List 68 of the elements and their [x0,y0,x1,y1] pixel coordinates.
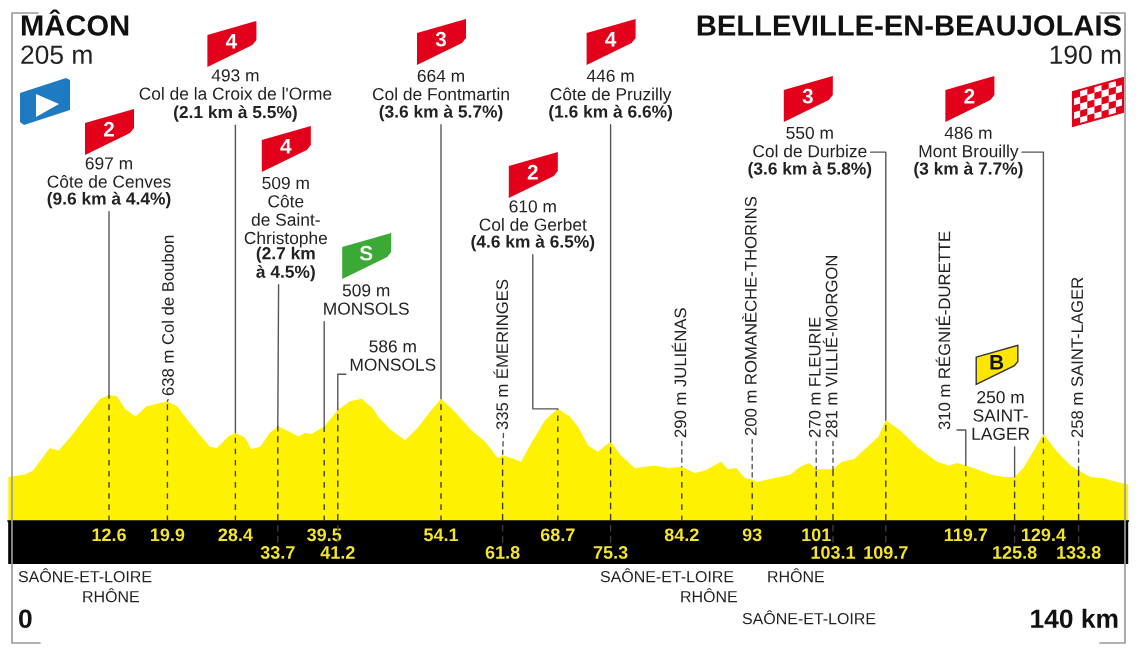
annotation: (4.6 km à 6.5%) [471,234,595,252]
annotation: 41.2 [320,546,355,559]
text: 4 [280,139,292,154]
x-tick-label: 93 [742,528,762,542]
text: (3 km à 7.7%) [914,161,1023,179]
text: 2 [964,88,975,104]
x-tick-label: 12.6 [92,528,126,542]
text: 3 [802,88,813,104]
annotation: 290 m JULIÉNAS [671,308,687,438]
text: 2 [527,164,538,180]
text: RHÔNE [768,568,824,583]
annotation: 200 m ROMANÈCHE-THORINS [742,196,757,436]
annotation: (2.7 km à 4.5%) [256,246,315,282]
annotation: 258 m SAINT-LAGER [1071,277,1084,438]
annotation: 125.8 [993,546,1037,559]
x-tick-label: 28.4 [218,528,253,542]
text: 140 km [1031,608,1118,629]
annotation: 509 m MONSOLS [324,284,409,315]
x-tick-label: 54.1 [423,528,459,542]
annotation: 33.7 [260,546,295,559]
x-tick-label: 101 [802,528,831,542]
x-tick-label: 119.7 [944,528,988,542]
annotation: 335 m ÉMERINGES [493,279,509,430]
annotation: 550 m Col de Durbize [753,126,867,158]
annotation: 486 m Mont Brouilly [919,126,1019,161]
annotation: 103.1 [811,546,856,559]
annotation: 109.7 [864,546,908,559]
text: S [359,245,373,261]
annotation: 310 m RÉGNIÉ-DURETTE [935,231,951,430]
text: 446 m Côte de Pruzilly [550,69,672,104]
text: 664 m Col de Fontmartin [372,69,509,101]
text: SAÔNE-ET-LOIRE [600,568,734,583]
text: RHÔNE [83,588,139,603]
annotation: 270 m FLEURIE [808,317,821,438]
x-tick-label: 19.9 [150,528,185,542]
annotation: 133.8 [1057,546,1101,559]
annotation: 638 m Col de Boubon [161,235,174,396]
x-tick-label: 129.4 [1021,528,1066,542]
annotation: (1.6 km à 6.6%) [549,104,672,122]
text: 697 m Côte de Cenves [47,157,171,188]
text: SAÔNE-ET-LOIRE [18,568,152,583]
annotation: 75.3 [593,546,628,559]
text: 493 m Col de la Croix de l'Orme [139,69,332,100]
x-tick-label: 68.7 [540,528,575,542]
text: RHÔNE [681,588,737,603]
annotation: (9.6 km à 4.4%) [47,191,171,209]
text: 509 m Côte de Saint- Christophe [244,176,328,248]
text: SAÔNE-ET-LOIRE [742,610,876,625]
text: B [990,355,1004,370]
text: 4 [225,34,238,49]
annotation: (3.6 km à 5.7%) [379,104,503,122]
text: 0 [19,609,32,629]
text: 190 m [1050,45,1121,65]
text: BELLEVILLE-EN-BEAUJOLAIS [697,15,1121,36]
annotation: (2.1 km à 5.5%) [174,105,297,122]
text: (3.6 km à 5.8%) [748,161,872,179]
text: 205 m [21,45,92,65]
text: 4 [605,32,617,47]
annotation: 281 m VILLIÉ-MORGON [822,255,838,438]
text: MÂCON [21,9,129,36]
text: 2 [103,121,114,137]
annotation: 61.8 [485,546,520,559]
annotation: 586 m MONSOLS [350,340,436,371]
annotation: 250 m SAINT- LAGER [972,391,1030,440]
x-tick-label: 39.5 [307,528,342,542]
x-tick-label: 84.2 [664,528,699,542]
text: 610 m Col de Gerbet [479,200,587,231]
text: 3 [435,31,447,47]
